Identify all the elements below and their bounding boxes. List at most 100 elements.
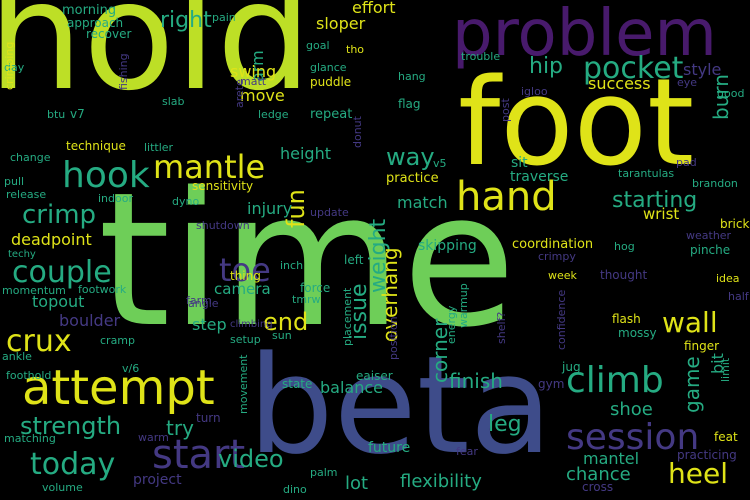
word-dyno: dyno	[172, 195, 200, 208]
word-eye: eye	[677, 76, 698, 89]
word-boulder: boulder	[59, 311, 121, 330]
word-finish: finish	[449, 369, 503, 393]
word-palm: palm	[310, 466, 338, 479]
word-confidence: confidence	[555, 289, 568, 350]
word-post: post	[499, 98, 512, 122]
word-v-6: v/6	[122, 362, 140, 375]
word-turn: turn	[196, 411, 221, 425]
word-hold: hold	[0, 0, 312, 124]
word-crimp: crimp	[22, 200, 97, 230]
word-morning: morning	[62, 3, 117, 18]
word-position: position	[387, 316, 400, 360]
word-camera: camera	[214, 280, 271, 298]
word-hand: hand	[456, 174, 557, 220]
word-flexibility: flexibility	[400, 471, 482, 492]
word-climb: climb	[566, 360, 664, 401]
word-tho: tho	[346, 43, 365, 56]
word-mantel: mantel	[583, 449, 640, 468]
word-shoe: shoe	[610, 399, 653, 420]
word-tarantulas: tarantulas	[618, 167, 675, 180]
word-video: video	[218, 445, 284, 473]
word-future: future	[368, 440, 411, 456]
word-sloper: sloper	[316, 14, 366, 33]
word-style: style	[683, 60, 722, 79]
word-practice: practice	[386, 171, 439, 186]
word-release: release	[6, 188, 47, 201]
word-beta: beta	[248, 327, 553, 484]
word-game: game	[680, 356, 704, 413]
word-sun: sun	[272, 329, 292, 342]
word-mantle: mantle	[153, 148, 266, 186]
word-right: right	[160, 8, 212, 33]
word-traverse: traverse	[510, 169, 569, 185]
word-leg: leg	[488, 412, 522, 437]
word-day: day	[4, 61, 25, 74]
word-strength: strength	[20, 412, 122, 440]
word-technique: technique	[66, 139, 126, 153]
word-climbing: climbing	[230, 319, 273, 330]
word-fear: fear	[456, 445, 478, 458]
word-state: state	[282, 377, 313, 391]
word-force: force	[300, 281, 331, 295]
word-energy: energy	[445, 305, 458, 344]
word-matching: matching	[4, 432, 56, 445]
word-lot: lot	[345, 473, 369, 494]
word-today: today	[30, 447, 116, 482]
word-attempt: attempt	[22, 360, 215, 416]
word-heel: heel	[668, 457, 728, 490]
word-crimpy: crimpy	[538, 250, 576, 263]
word-angle: angle	[188, 297, 219, 310]
word-hip: hip	[529, 54, 564, 79]
word-momentum: momentum	[2, 284, 66, 297]
word-indoor: indoor	[98, 192, 133, 205]
word-flash: flash	[612, 312, 641, 326]
word-starting: starting	[612, 188, 698, 213]
word-chance: chance	[566, 464, 631, 485]
word-step: step	[192, 315, 227, 334]
word-match: match	[397, 193, 448, 212]
word-end: end	[263, 308, 309, 336]
word-skipping: skipping	[418, 238, 477, 254]
word-thought: thought	[600, 268, 648, 282]
word-donut: donut	[351, 116, 364, 148]
word-approach: approach	[67, 16, 124, 30]
word-change: change	[10, 151, 51, 164]
word-couple: couple	[12, 255, 112, 290]
word-flag: flag	[398, 97, 421, 111]
word-tmrw: tmrw	[292, 293, 321, 306]
word-move: move	[240, 86, 285, 105]
word-height: height	[280, 144, 331, 163]
word-update: update	[310, 206, 349, 219]
word-ledge: ledge	[258, 108, 289, 121]
word-swing: swing	[230, 62, 277, 81]
word-brandon: brandon	[692, 177, 738, 190]
word-setup: setup	[230, 333, 261, 346]
word-warmup: warmup	[457, 283, 470, 328]
word-pad: pad	[676, 156, 697, 169]
word-cramp: cramp	[100, 334, 136, 347]
word-project: project	[133, 472, 182, 488]
word-foothold: foothold	[6, 369, 52, 382]
word-farm: farm	[186, 294, 212, 307]
word-wrist: wrist	[643, 205, 680, 223]
word-inch: inch	[280, 259, 304, 272]
word-glance: glance	[310, 61, 347, 74]
word-volume: volume	[42, 481, 83, 494]
word-session: session	[566, 417, 700, 458]
word-thing: thing	[230, 269, 261, 283]
word-topout: topout	[32, 292, 85, 311]
word-igloo: igloo	[521, 85, 548, 98]
word-finger: finger	[684, 339, 720, 353]
word-deadpoint: deadpoint	[11, 230, 92, 249]
word-jug: jug	[562, 360, 581, 374]
word-coordination: coordination	[512, 237, 594, 252]
word-cross: cross	[582, 480, 614, 494]
word-crux: crux	[6, 324, 72, 359]
word-pinche: pinche	[690, 243, 731, 257]
word-idea: idea	[716, 272, 740, 285]
word-gym: gym	[538, 377, 565, 391]
word-good: good	[717, 87, 745, 100]
word-feat: feat	[714, 430, 738, 444]
word-brick: brick	[720, 217, 750, 231]
